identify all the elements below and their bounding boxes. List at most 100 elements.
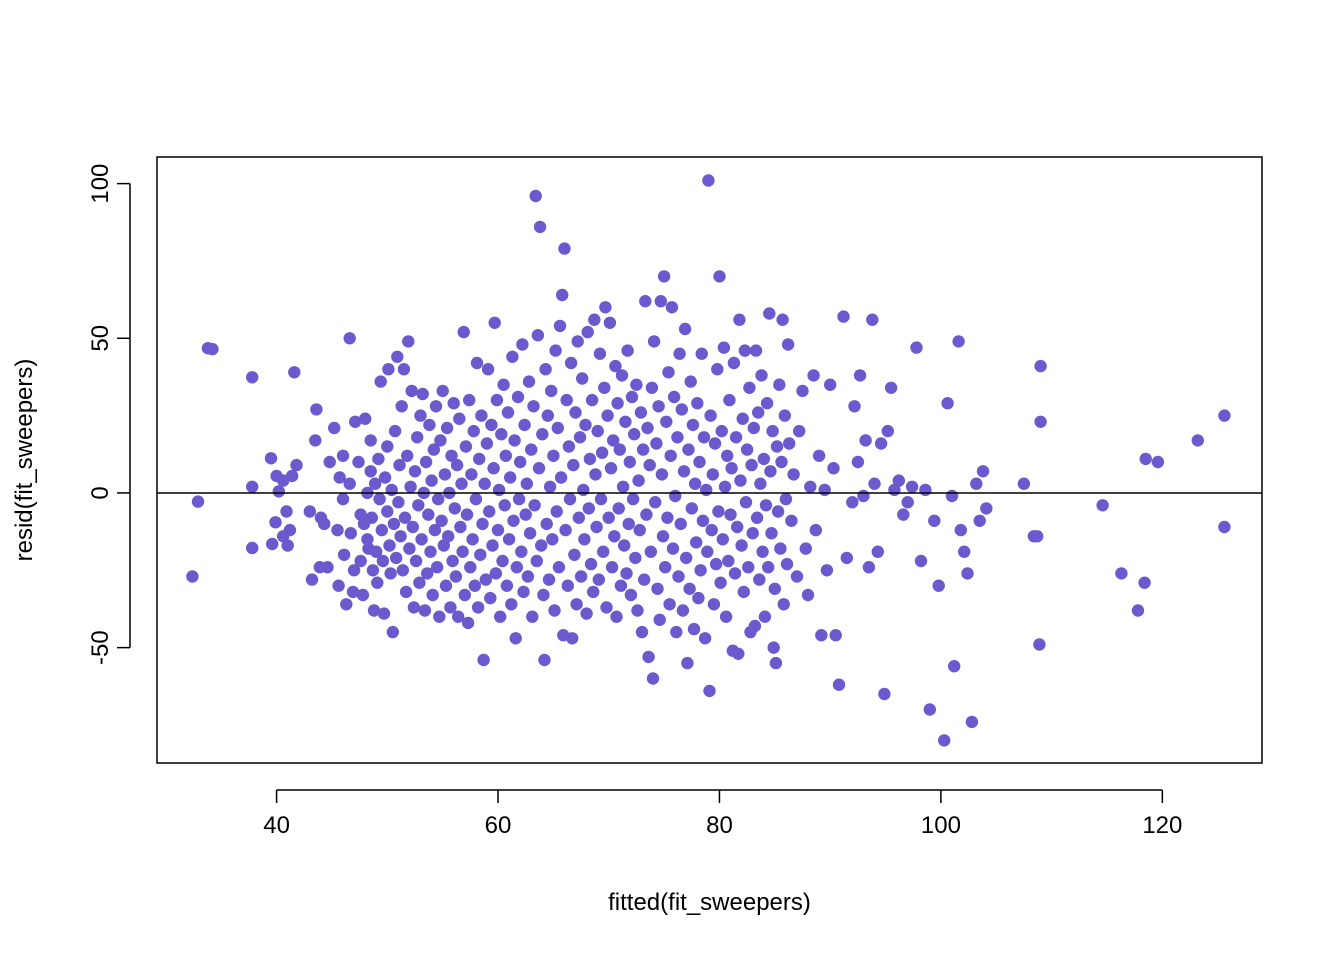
data-point <box>419 455 433 469</box>
y-tick-label: -50 <box>87 630 114 665</box>
data-point <box>662 366 675 379</box>
data-point <box>496 554 509 568</box>
data-point <box>352 455 365 469</box>
data-point <box>576 372 589 385</box>
data-point <box>724 508 737 521</box>
data-point <box>383 539 396 552</box>
data-point <box>1115 567 1128 580</box>
data-point <box>862 561 876 574</box>
data-point <box>827 462 840 475</box>
data-point <box>497 378 510 391</box>
data-point <box>423 418 436 432</box>
data-point <box>349 415 362 428</box>
data-point <box>1218 409 1231 422</box>
data-point <box>756 545 769 558</box>
data-point <box>738 344 752 357</box>
data-point <box>656 530 670 543</box>
data-point <box>780 557 794 571</box>
x-tick-label: 120 <box>1142 812 1182 839</box>
data-point <box>323 455 336 469</box>
data-point <box>446 554 459 568</box>
data-point <box>749 344 763 357</box>
data-point <box>573 431 587 444</box>
data-point <box>450 458 464 472</box>
data-point <box>809 523 822 537</box>
data-point <box>449 570 463 583</box>
data-point <box>376 554 390 568</box>
data-point <box>366 564 380 577</box>
data-point <box>321 561 334 574</box>
data-point <box>429 400 443 413</box>
data-point <box>650 437 663 450</box>
data-point <box>793 424 806 438</box>
data-point <box>638 573 651 586</box>
data-point <box>1138 576 1151 589</box>
data-point <box>609 359 622 373</box>
data-point <box>750 511 764 524</box>
data-point <box>511 390 525 404</box>
data-point <box>645 381 659 394</box>
data-point <box>549 344 562 357</box>
data-point <box>715 424 728 438</box>
data-point <box>605 561 619 574</box>
data-point <box>558 242 571 255</box>
data-point <box>742 561 755 574</box>
data-point <box>603 316 617 329</box>
data-point <box>527 400 540 413</box>
data-point <box>616 480 630 493</box>
x-axis: 40 60 80 100 120 <box>263 789 1182 839</box>
data-point <box>840 551 853 565</box>
data-point <box>442 530 455 543</box>
data-point <box>461 616 475 630</box>
data-point <box>1131 604 1145 617</box>
data-point <box>447 397 460 410</box>
data-point <box>398 511 412 524</box>
data-point <box>666 542 680 555</box>
data-point <box>458 588 471 602</box>
data-point <box>471 601 485 614</box>
data-point <box>436 384 449 398</box>
x-tick-label: 40 <box>263 812 290 839</box>
data-point <box>778 409 791 422</box>
data-point <box>848 400 861 413</box>
data-point <box>394 530 407 543</box>
data-point <box>514 455 527 469</box>
data-point <box>590 520 603 534</box>
data-point <box>428 523 442 537</box>
data-point <box>777 598 790 611</box>
data-point <box>884 381 898 394</box>
data-point <box>651 582 664 595</box>
data-point <box>574 570 588 583</box>
data-point <box>206 342 219 356</box>
data-point <box>608 530 621 543</box>
data-point <box>958 545 971 558</box>
data-point <box>948 660 961 673</box>
data-point <box>892 474 905 487</box>
data-point <box>467 424 480 438</box>
data-point <box>588 313 601 326</box>
data-point <box>411 431 424 444</box>
data-point <box>705 523 718 537</box>
data-point <box>815 629 828 642</box>
data-point <box>670 625 683 639</box>
data-point <box>331 523 344 537</box>
data-point <box>812 449 826 462</box>
data-point <box>837 310 850 323</box>
data-point <box>354 508 367 521</box>
data-point <box>649 496 662 509</box>
data-point <box>479 573 492 586</box>
data-point <box>643 458 656 472</box>
data-point <box>928 514 941 527</box>
data-point <box>474 548 487 561</box>
points-layer <box>186 174 1231 747</box>
data-point <box>767 641 780 654</box>
data-point <box>1191 434 1205 447</box>
data-point <box>378 471 392 484</box>
data-point <box>546 533 559 546</box>
data-point <box>373 492 386 506</box>
data-point <box>492 483 506 497</box>
data-point <box>486 539 499 552</box>
data-point <box>552 561 566 574</box>
data-point <box>1151 455 1165 469</box>
